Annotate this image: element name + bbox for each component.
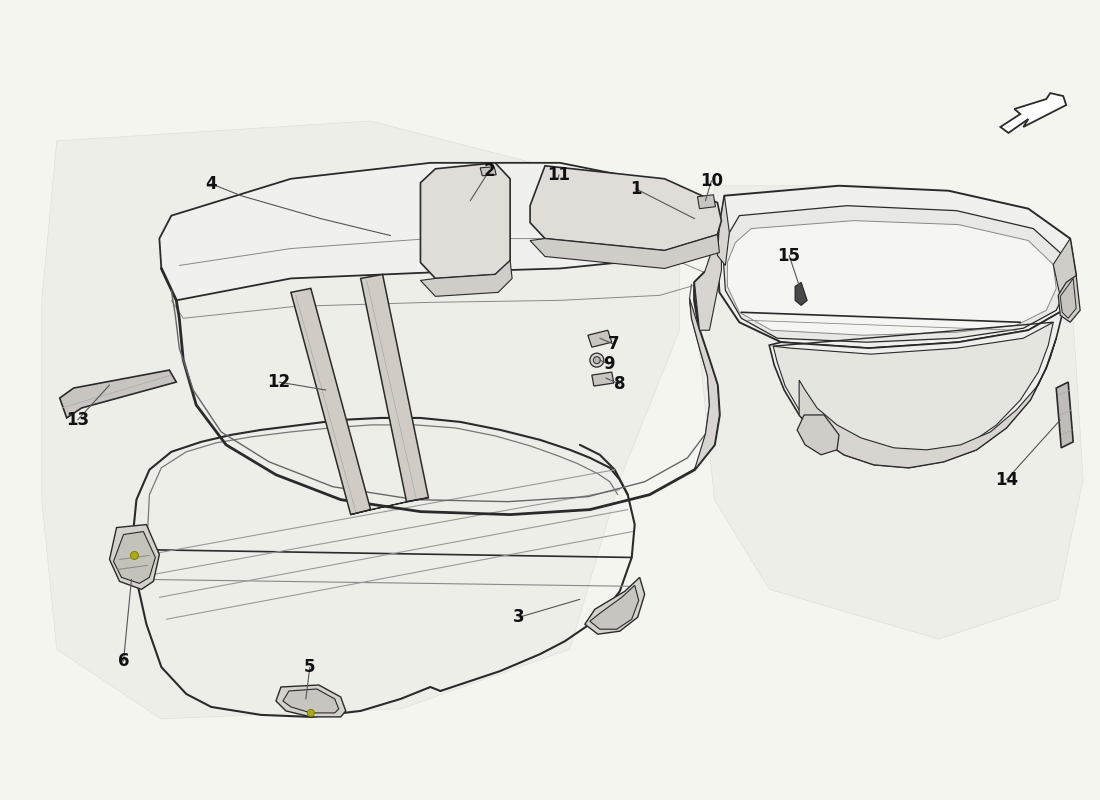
Polygon shape [799,338,1056,468]
Polygon shape [110,525,160,590]
Text: 10: 10 [700,172,723,190]
Polygon shape [717,196,729,266]
Polygon shape [727,221,1056,335]
Polygon shape [592,372,614,386]
Text: 13: 13 [66,411,89,429]
Circle shape [593,357,601,364]
Text: 6: 6 [118,652,129,670]
Polygon shape [795,282,807,306]
Polygon shape [724,206,1068,342]
Text: 8: 8 [614,375,626,393]
Polygon shape [690,298,719,470]
Polygon shape [798,415,839,455]
Polygon shape [585,578,645,634]
Polygon shape [587,330,612,347]
Polygon shape [276,685,345,717]
Polygon shape [420,261,513,296]
Polygon shape [1056,382,1074,448]
Text: 9: 9 [603,355,615,373]
Polygon shape [1058,275,1080,322]
Circle shape [590,353,604,367]
Polygon shape [160,163,710,300]
Polygon shape [773,322,1053,462]
Polygon shape [590,586,639,630]
Polygon shape [290,288,371,514]
Polygon shape [530,234,719,269]
Polygon shape [59,370,176,418]
Polygon shape [1060,278,1076,318]
Text: 14: 14 [994,470,1018,489]
Polygon shape [1053,238,1076,310]
Text: 1: 1 [630,180,641,198]
Text: 4: 4 [206,174,217,193]
Polygon shape [42,121,680,719]
Circle shape [131,551,139,559]
Polygon shape [530,166,722,250]
Circle shape [307,710,315,716]
Text: 11: 11 [548,166,571,184]
Polygon shape [113,531,155,583]
Polygon shape [361,274,428,502]
Polygon shape [1000,93,1066,133]
Polygon shape [283,689,339,713]
Text: 2: 2 [483,162,495,180]
Polygon shape [700,186,1084,639]
Polygon shape [769,310,1064,468]
Polygon shape [420,163,510,278]
Polygon shape [481,167,496,176]
Text: 3: 3 [514,608,525,626]
Text: 15: 15 [778,246,801,265]
Polygon shape [697,194,715,209]
Text: 5: 5 [304,658,316,676]
Text: 12: 12 [267,373,290,391]
Text: 7: 7 [608,335,619,353]
Polygon shape [717,186,1076,348]
Polygon shape [694,234,722,330]
Polygon shape [351,498,428,514]
